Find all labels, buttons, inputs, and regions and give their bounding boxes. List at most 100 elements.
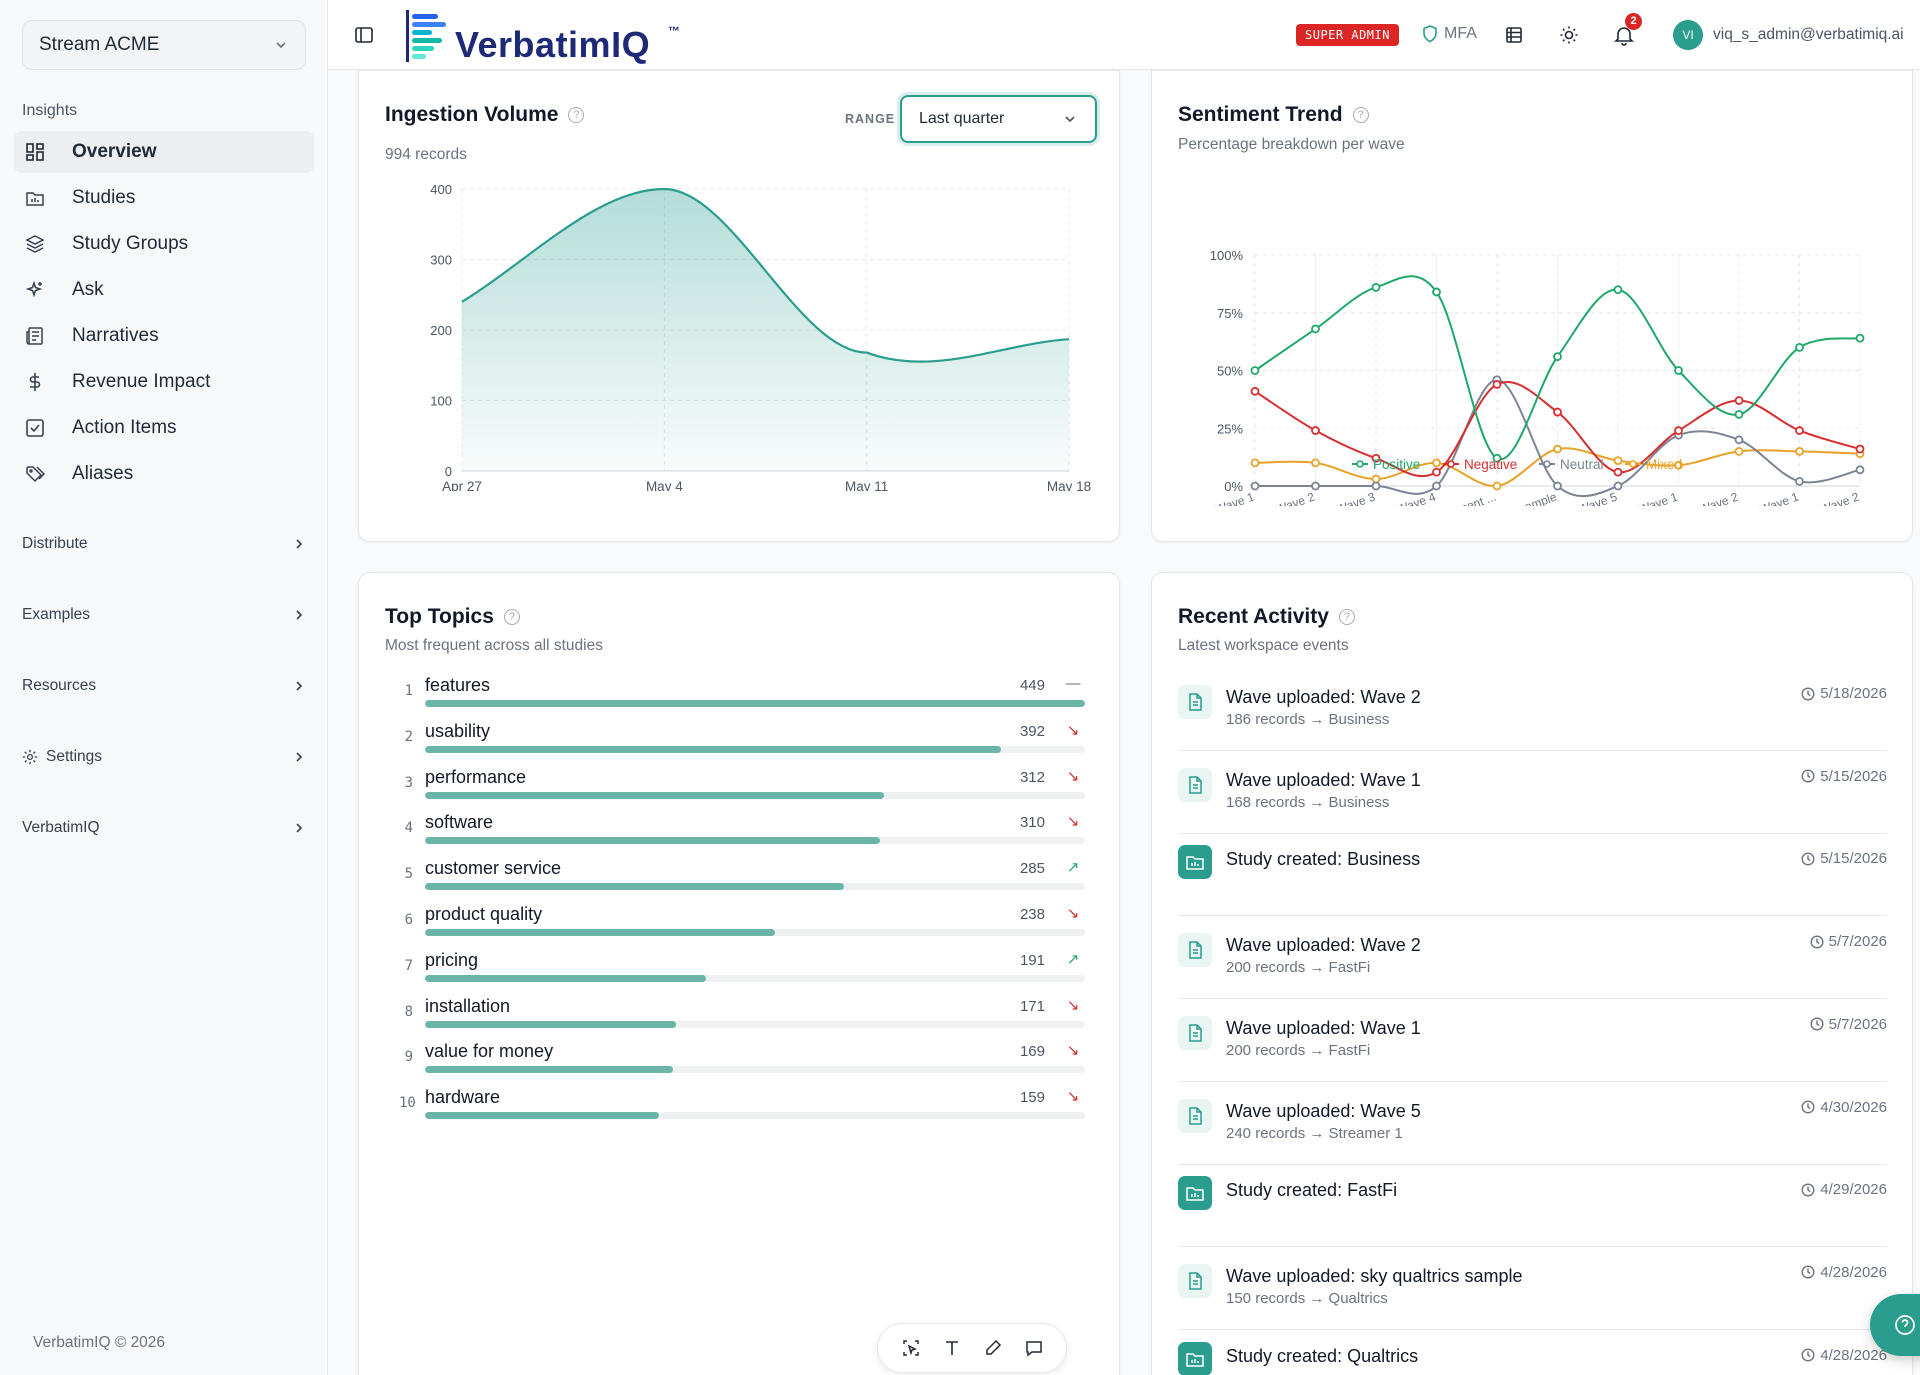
topic-row[interactable]: 4 software 310 ↘ <box>385 810 1085 850</box>
comment-icon[interactable] <box>1025 1339 1043 1357</box>
activity-title: Wave uploaded: Wave 2 <box>1226 687 1421 707</box>
bell-icon <box>1614 27 1634 46</box>
topic-row[interactable]: 3 performance 312 ↘ <box>385 765 1085 805</box>
topic-row[interactable]: 5 customer service 285 ↗ <box>385 856 1085 896</box>
range-label: RANGE <box>845 112 896 126</box>
sidebar-group-verbatimiq[interactable]: VerbatimIQ <box>22 813 306 843</box>
y-tick-label: 0 <box>445 464 452 479</box>
activity-item[interactable]: Study created: FastFi 4/29/2026 <box>1178 1164 1887 1248</box>
activity-item[interactable]: Wave uploaded: Wave 2 186 records → Busin… <box>1178 668 1887 751</box>
pencil-icon[interactable] <box>984 1339 1002 1357</box>
clock-icon <box>1801 1348 1815 1362</box>
topic-row[interactable]: 10 hardware 159 ↘ <box>385 1085 1085 1125</box>
topic-bar <box>425 745 1085 753</box>
activity-item[interactable]: Study created: Qualtrics 4/28/2026 <box>1178 1330 1887 1375</box>
activity-item[interactable]: Wave uploaded: Wave 2 200 records → FastF… <box>1178 916 1887 1000</box>
sidebar-group-examples[interactable]: Examples <box>22 600 306 630</box>
clock-icon <box>1801 769 1815 783</box>
data-point <box>1855 444 1865 454</box>
dollar-icon <box>24 371 46 393</box>
sidebar-group-resources[interactable]: Resources <box>22 671 306 701</box>
card-title: Recent Activity? <box>1178 605 1355 629</box>
sidebar-item-aliases[interactable]: Aliases <box>14 453 314 495</box>
sidebar-item-narratives[interactable]: Narratives <box>14 315 314 357</box>
topic-row[interactable]: 7 pricing 191 ↗ <box>385 948 1085 988</box>
sidebar-item-label: Ask <box>72 279 104 300</box>
activity-title: Wave uploaded: sky qualtrics sample <box>1226 1265 1523 1286</box>
data-point <box>1553 352 1562 362</box>
folder-chart-icon <box>1178 845 1212 880</box>
data-point <box>1734 396 1744 405</box>
sun-icon[interactable] <box>1559 25 1579 45</box>
legend-label: Neutral <box>1560 457 1604 472</box>
topic-row[interactable]: 2 usability 392 ↘ <box>385 719 1085 759</box>
topic-row[interactable]: 1 features 449 — <box>385 673 1085 713</box>
sidebar: Stream ACME Insights Overview Studies St… <box>0 0 328 1375</box>
sidebar-item-action-items[interactable]: Action Items <box>14 407 314 449</box>
text-tool-icon[interactable] <box>943 1339 961 1357</box>
sidebar-item-studies[interactable]: Studies <box>14 177 314 219</box>
trend-flat-icon: — <box>1065 675 1081 692</box>
range-select[interactable]: Last quarter <box>900 95 1097 143</box>
help-icon[interactable]: ? <box>1352 107 1369 123</box>
data-point <box>1311 481 1320 491</box>
trend-down-icon: ↘ <box>1066 1042 1080 1060</box>
help-fab[interactable] <box>1870 1294 1920 1356</box>
x-tick-label: Wave 5 <box>1576 490 1619 506</box>
topic-row[interactable]: 6 product quality 238 ↘ <box>385 902 1085 942</box>
chevron-right-icon <box>296 823 303 833</box>
sidebar-group-distribute[interactable]: Distribute <box>22 529 306 559</box>
series-line-neutral <box>1254 378 1861 498</box>
topic-row[interactable]: 8 installation 171 ↘ <box>385 994 1085 1034</box>
chevron-down-icon <box>276 42 286 49</box>
sidebar-item-overview[interactable]: Overview <box>14 131 314 173</box>
database-icon[interactable] <box>1505 26 1523 44</box>
data-point <box>1432 481 1441 491</box>
folder-chart-icon <box>1178 1341 1212 1375</box>
activity-item[interactable]: Wave uploaded: Wave 1 168 records → Busin… <box>1178 751 1887 834</box>
help-icon[interactable]: ? <box>568 107 585 123</box>
card-title: Top Topics? <box>385 605 520 629</box>
data-point <box>1371 282 1381 292</box>
x-tick-label: Wave 1 <box>1758 490 1801 506</box>
topic-count: 310 <box>1019 814 1045 832</box>
sidebar-item-revenue-impact[interactable]: Revenue Impact <box>14 361 314 403</box>
sidebar-item-study-groups[interactable]: Study Groups <box>14 223 314 265</box>
file-text-icon <box>1178 1098 1212 1133</box>
sidebar-footer: VerbatimIQ © 2026 <box>33 1334 166 1351</box>
legend-marker <box>1543 460 1551 468</box>
avatar: VI <box>1673 20 1703 50</box>
sidebar-toggle-icon[interactable] <box>354 25 374 45</box>
data-point <box>1855 333 1865 343</box>
y-tick-label: 25% <box>1217 421 1243 436</box>
activity-date: 4/30/2026 <box>1801 1099 1887 1116</box>
topic-rank: 2 <box>404 728 413 745</box>
y-tick-label: 0% <box>1224 479 1243 494</box>
sidebar-group-settings[interactable]: Settings <box>22 742 306 772</box>
folder-chart-icon <box>1178 1176 1212 1211</box>
activity-item[interactable]: Wave uploaded: sky qualtrics sample 150 r… <box>1178 1247 1887 1330</box>
activity-item[interactable]: Study created: Business 5/15/2026 <box>1178 833 1887 917</box>
notification-badge: 2 <box>1625 13 1642 30</box>
series-line <box>461 187 1070 363</box>
activity-item[interactable]: Wave uploaded: Wave 1 200 records → FastF… <box>1178 999 1887 1082</box>
chevron-right-icon <box>296 752 303 762</box>
sentiment-trend-card: Sentiment Trend? Percentage breakdown pe… <box>1151 70 1913 542</box>
range-select-value: Last quarter <box>919 110 1005 127</box>
file-text-icon <box>1178 933 1212 968</box>
notifications-button[interactable]: 2 <box>1613 13 1642 48</box>
topic-rank: 4 <box>404 820 413 837</box>
sidebar-item-ask[interactable]: Ask <box>14 269 314 311</box>
topic-row[interactable]: 9 value for money 169 ↘ <box>385 1039 1085 1079</box>
file-text-icon <box>1178 767 1212 802</box>
help-icon[interactable]: ? <box>1338 609 1355 625</box>
select-area-icon[interactable] <box>902 1339 920 1357</box>
data-point <box>1855 465 1865 475</box>
x-tick-label: May 18 <box>1047 479 1091 491</box>
activity-item[interactable]: Wave uploaded: Wave 5 240 records → Strea… <box>1178 1082 1887 1165</box>
user-menu[interactable]: VI viq_s_admin@verbatimiq.ai <box>1673 20 1904 50</box>
help-icon[interactable]: ? <box>503 609 520 625</box>
logo[interactable]: VerbatimIQ ™ <box>404 6 680 65</box>
workspace-selector[interactable]: Stream ACME <box>22 20 306 70</box>
